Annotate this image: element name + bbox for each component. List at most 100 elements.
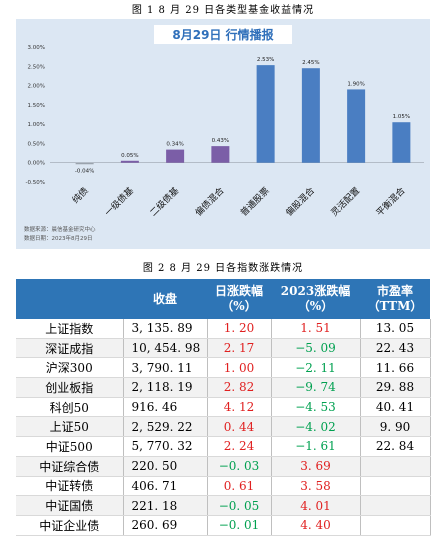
ytd-change-cell: −5. 09 xyxy=(271,338,361,359)
close-cell: 5, 770. 32 xyxy=(123,436,208,457)
category-label: 灵活配置 xyxy=(328,185,362,219)
figure2-caption: 图 2 8 月 29 日各指数涨跌情况 xyxy=(142,263,304,274)
bar xyxy=(166,149,185,163)
day-change-cell: −0. 03 xyxy=(207,456,272,477)
table-row: 中证500 5, 770. 32 2. 24 −1. 61 22. 84 xyxy=(16,436,431,457)
data-label: 2.45% xyxy=(302,60,319,66)
table-row: 中证转债 406. 71 0. 61 3. 58 xyxy=(16,476,431,497)
day-change-cell: 1. 00 xyxy=(207,357,272,379)
day-change-cell: 2. 82 xyxy=(207,377,272,398)
table-row: 中证企业债 260. 69 −0. 01 4. 40 xyxy=(16,515,431,536)
table-row: 上证50 2, 529. 22 0. 44 −4. 02 9. 90 xyxy=(16,416,431,438)
pe-cell xyxy=(360,495,431,516)
chart-svg: 8月29日 行情播报 3.00% 2.50% 2.00% 1.50% 1.00% 0.50%… xyxy=(26,25,424,219)
close-cell: 221. 18 xyxy=(123,495,208,516)
chart-title-box xyxy=(154,25,292,44)
close-cell: 406. 71 xyxy=(123,476,208,497)
ytd-change-cell: −2. 11 xyxy=(271,357,361,379)
header-cell: 日涨跌幅 （%） xyxy=(207,279,271,319)
close-cell: 3, 790. 11 xyxy=(123,357,208,379)
bar xyxy=(256,65,275,163)
index-table: 收盘 日涨跌幅 （%） 2023涨跌幅 （%） 市盈率 （TTM） 上证指数 3, 13… xyxy=(16,279,431,536)
pe-cell: 40. 41 xyxy=(360,397,431,418)
chart-title: 8月29日 行情播报 xyxy=(172,27,273,42)
table-row: 创业板指 2, 118. 19 2. 82 −9. 74 29. 88 xyxy=(16,377,431,398)
header-cell: 市盈率 （TTM） xyxy=(360,279,430,319)
header-cell xyxy=(16,279,123,319)
category-label: 一级债基 xyxy=(102,185,136,219)
data-label: 1.05% xyxy=(393,114,410,120)
bar xyxy=(211,146,230,163)
data-label: 0.34% xyxy=(166,142,183,148)
table-row: 沪深300 3, 790. 11 1. 00 −2. 11 11. 66 xyxy=(16,357,431,379)
day-change-cell: 0. 61 xyxy=(207,476,272,497)
y-tick-label: 1.50% xyxy=(28,103,45,109)
pe-cell: 9. 90 xyxy=(360,416,431,438)
index-name-cell: 中证500 xyxy=(16,436,124,457)
y-tick-label: 0.50% xyxy=(28,141,45,147)
ytd-change-cell: −9. 74 xyxy=(271,377,361,398)
day-change-cell: 2. 17 xyxy=(207,338,272,359)
close-cell: 220. 50 xyxy=(123,456,208,477)
y-tick-label: 2.50% xyxy=(28,64,45,70)
pe-cell xyxy=(360,515,431,536)
ytd-change-cell: 4. 40 xyxy=(271,515,361,536)
ytd-change-cell: 4. 01 xyxy=(271,495,361,516)
close-cell: 916. 46 xyxy=(123,397,208,418)
ytd-change-cell: 1. 51 xyxy=(271,319,361,339)
day-change-cell: 2. 24 xyxy=(207,436,272,457)
pe-cell: 22. 43 xyxy=(360,338,431,359)
data-label: 1.90% xyxy=(347,81,364,87)
index-name-cell: 科创50 xyxy=(16,397,124,418)
y-tick-label: 1.00% xyxy=(28,122,45,128)
pe-cell xyxy=(360,456,431,477)
y-tick-label: 0.00% xyxy=(28,161,45,167)
bar xyxy=(75,162,94,165)
fund-returns-chart: 8月29日 行情播报 3.00% 2.50% 2.00% 1.50% 1.00% 0.50%… xyxy=(16,19,430,249)
index-name-cell: 中证综合债 xyxy=(16,456,124,477)
index-name-cell: 深证成指 xyxy=(16,338,124,359)
table-row: 深证成指 10, 454. 98 2. 17 −5. 09 22. 43 xyxy=(16,338,431,359)
day-change-cell: −0. 01 xyxy=(207,515,272,536)
figure1-caption: 图 1 8 月 29 日各类型基金收益情况 xyxy=(131,5,315,16)
table-row: 中证综合债 220. 50 −0. 03 3. 69 xyxy=(16,456,431,477)
index-name-cell: 上证50 xyxy=(16,416,124,438)
pe-cell xyxy=(360,476,431,497)
category-label: 偏股混合 xyxy=(283,185,317,219)
day-change-cell: 4. 12 xyxy=(207,397,272,418)
index-name-cell: 创业板指 xyxy=(16,377,124,398)
close-cell: 2, 529. 22 xyxy=(123,416,208,438)
index-name-cell: 中证转债 xyxy=(16,476,124,497)
table-row: 上证指数 3, 135. 89 1. 20 1. 51 13. 05 xyxy=(16,319,431,339)
ytd-change-cell: 3. 58 xyxy=(271,476,361,497)
data-label: -0.04% xyxy=(75,168,94,174)
category-label: 纯债 xyxy=(70,185,91,206)
category-label: 平衡混合 xyxy=(374,185,408,219)
category-label: 普通股票 xyxy=(238,185,272,219)
header-cell: 2023涨跌幅 （%） xyxy=(271,279,360,319)
ytd-change-cell: 3. 69 xyxy=(271,456,361,477)
bar xyxy=(120,160,139,163)
data-label: 0.43% xyxy=(212,138,229,144)
pe-cell: 11. 66 xyxy=(360,357,431,379)
table-body: 上证指数 3, 135. 89 1. 20 1. 51 13. 05 深证成指 10, 45… xyxy=(16,319,431,536)
table-row: 科创50 916. 46 4. 12 −4. 53 40. 41 xyxy=(16,397,431,418)
day-change-cell: −0. 05 xyxy=(207,495,272,516)
ytd-change-cell: −1. 61 xyxy=(271,436,361,457)
source-line-1: 数据来源：晨信基金研究中心 xyxy=(24,227,96,233)
y-tick-label: 3.00% xyxy=(28,45,45,51)
pe-cell: 13. 05 xyxy=(360,319,431,339)
category-label: 偏债混合 xyxy=(193,185,227,219)
day-change-cell: 1. 20 xyxy=(207,319,272,339)
data-label: 2.53% xyxy=(257,57,274,63)
pe-cell: 22. 84 xyxy=(360,436,431,457)
index-name-cell: 上证指数 xyxy=(16,319,124,339)
close-cell: 3, 135. 89 xyxy=(123,319,208,339)
category-label: 二级债基 xyxy=(147,185,181,219)
table-header-row: 收盘 日涨跌幅 （%） 2023涨跌幅 （%） 市盈率 （TTM） xyxy=(16,279,430,319)
bar xyxy=(301,68,320,163)
index-name-cell: 沪深300 xyxy=(16,357,124,379)
data-label: 0.05% xyxy=(121,153,138,159)
close-cell: 2, 118. 19 xyxy=(123,377,208,398)
index-name-cell: 中证国债 xyxy=(16,495,124,516)
